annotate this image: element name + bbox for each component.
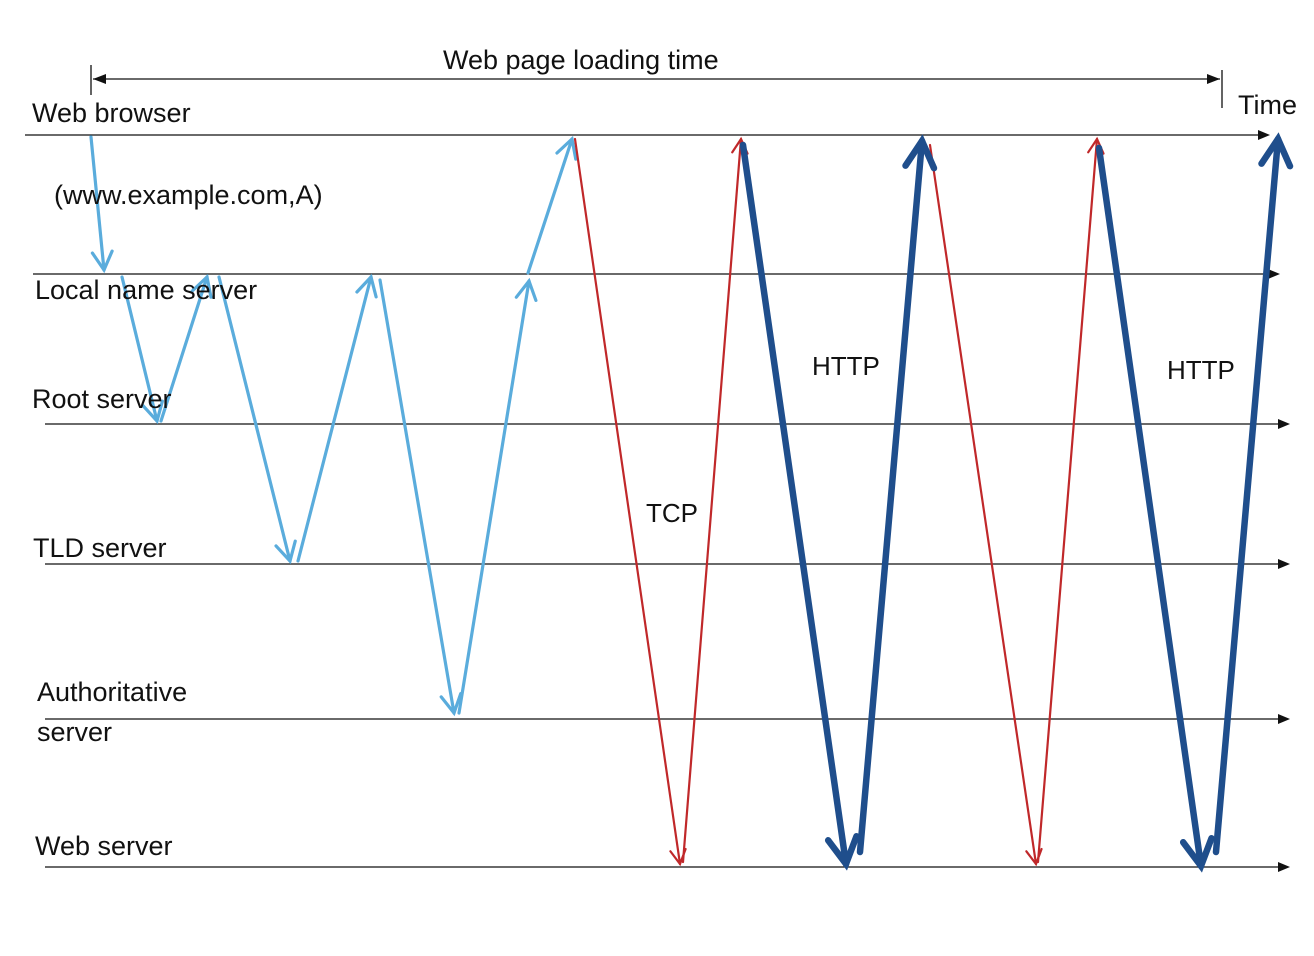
dns-query-label: (www.example.com,A) bbox=[54, 180, 323, 210]
dns-query-local-to-auth bbox=[378, 278, 463, 717]
web-browser-label: Web browser bbox=[32, 98, 191, 128]
web-server-label: Web server bbox=[35, 831, 173, 861]
loading-time-span bbox=[90, 65, 1223, 108]
authoritative-server-label-line2: server bbox=[37, 717, 113, 747]
dns-reply-tld-to-local bbox=[296, 273, 378, 563]
http-response-2 bbox=[1212, 132, 1294, 856]
dns-reply-root-to-local bbox=[159, 273, 213, 423]
http-request-1 bbox=[739, 141, 860, 871]
dns-query-local-to-root bbox=[120, 275, 164, 425]
http-label-first: HTTP bbox=[812, 351, 880, 381]
time-axis-label: Time bbox=[1238, 90, 1297, 120]
loading-time-label: Web page loading time bbox=[443, 45, 719, 75]
http-messages bbox=[739, 132, 1294, 873]
dns-reply-auth-to-local bbox=[457, 277, 538, 715]
dns-messages bbox=[89, 135, 578, 717]
http-response-1 bbox=[856, 134, 938, 856]
local-name-server-label: Local name server bbox=[35, 275, 258, 305]
tcp-messages bbox=[573, 136, 1105, 867]
dns-reply-local-to-browser bbox=[526, 135, 578, 275]
entity-timelines bbox=[25, 130, 1290, 872]
tcp-syn-second bbox=[928, 143, 1043, 867]
tcp-syn-ack-second bbox=[1036, 136, 1105, 864]
root-server-label: Root server bbox=[32, 384, 172, 414]
dns-query-local-to-tld bbox=[217, 275, 297, 565]
dns-query-browser-to-local bbox=[89, 135, 114, 274]
tld-server-label: TLD server bbox=[33, 533, 167, 563]
tcp-label: TCP bbox=[646, 498, 698, 528]
http-request-2 bbox=[1095, 144, 1215, 873]
http-label-second: HTTP bbox=[1167, 355, 1235, 385]
authoritative-server-label: Authoritative bbox=[37, 677, 188, 707]
